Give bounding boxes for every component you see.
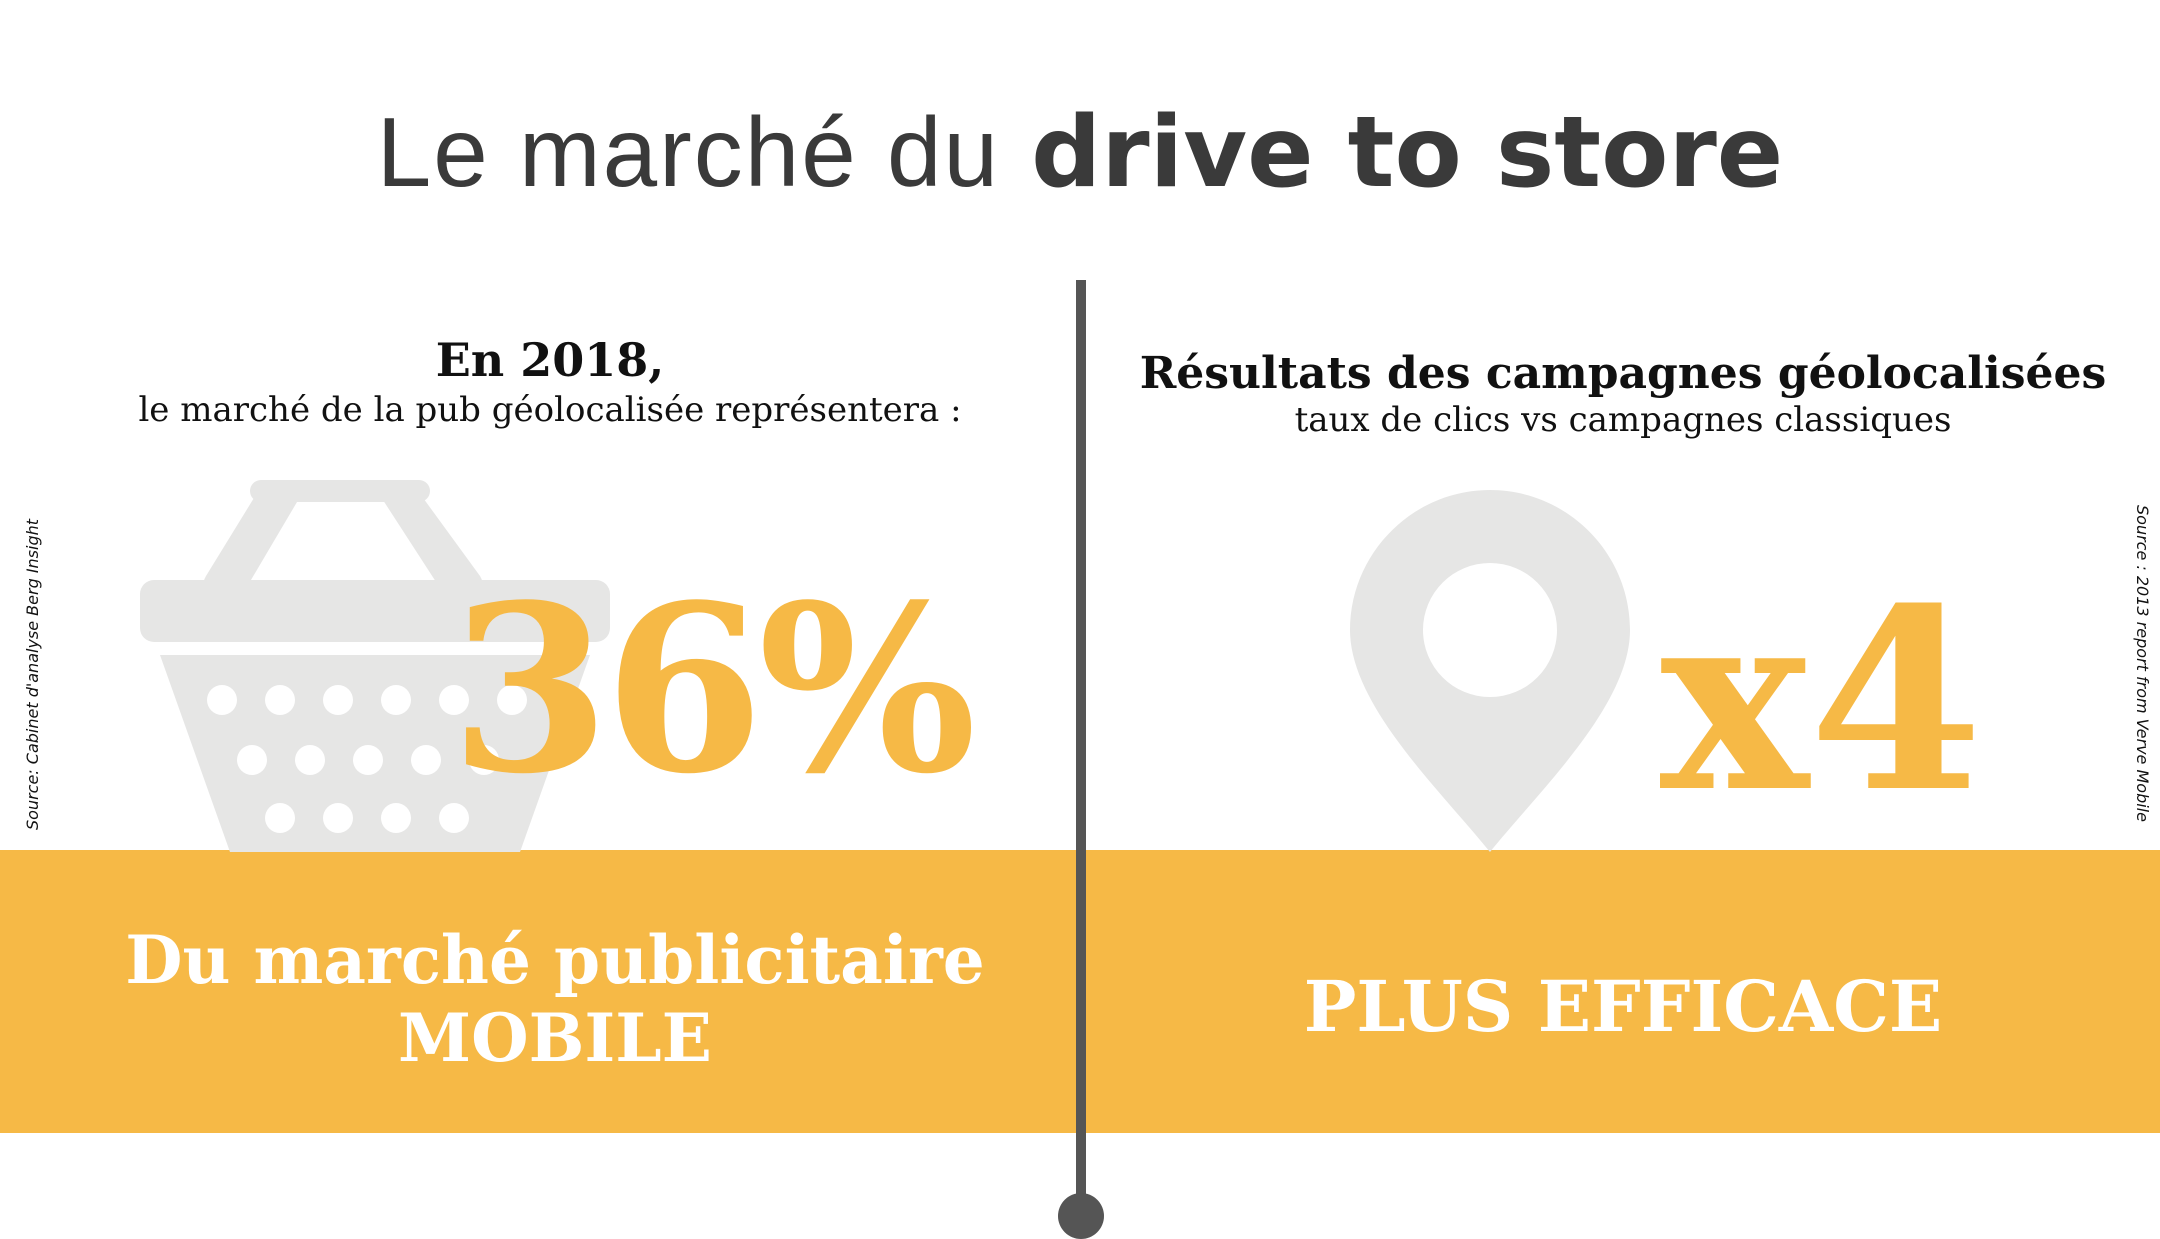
left-subheading: le marché de la pub géolocalisée représe…	[138, 390, 962, 430]
right-highlight-band	[1086, 850, 2160, 1133]
title-light: Le marché du	[376, 97, 1000, 207]
page-title: Le marché du drive to store	[0, 92, 2160, 213]
left-heading: En 2018,	[435, 333, 665, 387]
divider-end-dot	[1058, 1193, 1104, 1239]
right-subheading: taux de clics vs campagnes classiques	[1294, 400, 1952, 440]
left-stat-value: 36%	[450, 555, 977, 825]
right-stat-value: x4	[1660, 553, 1983, 847]
title-bold: drive to store	[1031, 96, 1784, 210]
shopping-basket-icon	[140, 480, 610, 852]
left-highlight-band	[0, 850, 1076, 1133]
left-source-note: Source: Cabinet d'analyse Berg Insight	[23, 518, 42, 830]
right-band-text: PLUS EFFICACE	[1303, 965, 1943, 1048]
right-source-note: Source : 2013 report from Verve Mobile	[2133, 505, 2152, 822]
map-pin-icon	[1350, 490, 1630, 852]
center-divider	[1076, 280, 1086, 1215]
left-band-line1: Du marché publicitaire	[125, 921, 985, 999]
right-heading: Résultats des campagnes géolocalisées	[1139, 348, 2107, 399]
left-band-line2: MOBILE	[398, 999, 712, 1077]
